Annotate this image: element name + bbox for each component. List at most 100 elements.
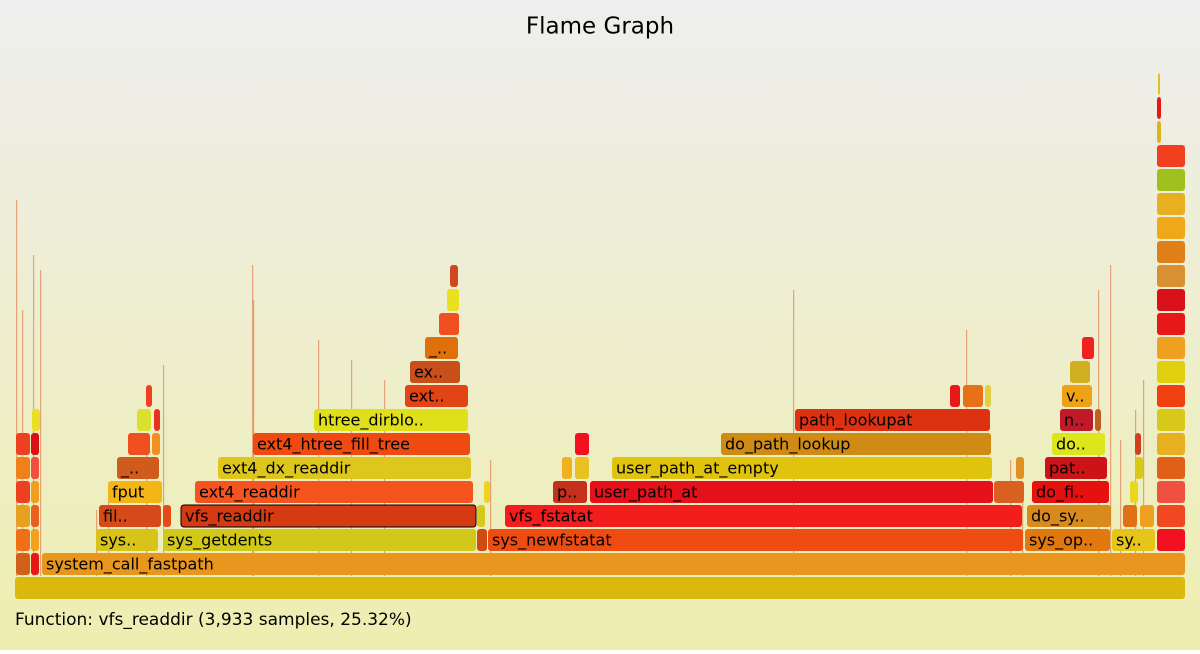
frame-sliver[interactable]: [490, 460, 492, 576]
frame[interactable]: [146, 385, 152, 407]
frame[interactable]: [1157, 529, 1185, 551]
frame[interactable]: [1095, 409, 1101, 431]
frame[interactable]: [128, 433, 150, 455]
frame[interactable]: [1157, 121, 1161, 143]
frame[interactable]: [721, 433, 991, 455]
frame[interactable]: [1157, 193, 1185, 215]
frame[interactable]: [477, 505, 485, 527]
frame[interactable]: [1157, 97, 1161, 119]
frame[interactable]: [1135, 457, 1143, 479]
frame[interactable]: [1123, 505, 1137, 527]
frame[interactable]: [1060, 409, 1093, 431]
frame[interactable]: [16, 553, 30, 575]
frame[interactable]: [505, 505, 1022, 527]
frame-sliver[interactable]: [1143, 380, 1145, 576]
frame[interactable]: [1157, 361, 1185, 383]
frame[interactable]: [31, 553, 39, 575]
frame[interactable]: [1157, 409, 1185, 431]
frame[interactable]: [795, 409, 990, 431]
frame-sliver[interactable]: [252, 265, 254, 576]
frame[interactable]: [1158, 73, 1160, 95]
frame[interactable]: [1045, 457, 1107, 479]
frame[interactable]: [439, 313, 459, 335]
frame[interactable]: [32, 409, 40, 431]
frame[interactable]: [163, 529, 476, 551]
frame[interactable]: [410, 361, 460, 383]
frame[interactable]: [152, 433, 160, 455]
frame[interactable]: [1157, 505, 1185, 527]
frame[interactable]: [16, 433, 30, 455]
frame[interactable]: [1027, 505, 1111, 527]
frame[interactable]: [1052, 433, 1105, 455]
frame[interactable]: [985, 385, 991, 407]
frame[interactable]: [484, 481, 490, 503]
frame[interactable]: [1025, 529, 1110, 551]
frame[interactable]: [314, 409, 468, 431]
frame[interactable]: [1016, 457, 1024, 479]
frame[interactable]: [108, 481, 162, 503]
frame[interactable]: [950, 385, 960, 407]
frame[interactable]: [1157, 217, 1185, 239]
frame[interactable]: [180, 504, 477, 528]
frame[interactable]: [31, 433, 39, 455]
frame[interactable]: [425, 337, 458, 359]
frame[interactable]: [1070, 361, 1090, 383]
frame[interactable]: [477, 529, 487, 551]
frame[interactable]: [994, 481, 1024, 503]
frame[interactable]: [1157, 385, 1185, 407]
frame-sliver[interactable]: [163, 365, 165, 576]
frame[interactable]: [1157, 337, 1185, 359]
frame[interactable]: [1157, 457, 1185, 479]
frame[interactable]: [253, 433, 470, 455]
frame[interactable]: [575, 457, 589, 479]
frame[interactable]: [590, 481, 993, 503]
frame[interactable]: [16, 529, 30, 551]
frame-sliver[interactable]: [1120, 440, 1122, 576]
frame[interactable]: [553, 481, 587, 503]
frame[interactable]: [1157, 169, 1185, 191]
title: Flame Graph: [526, 14, 674, 40]
frame[interactable]: [195, 481, 473, 503]
frame[interactable]: [447, 289, 459, 311]
frame[interactable]: [31, 529, 39, 551]
frame-sliver[interactable]: [1110, 265, 1112, 576]
frame[interactable]: [31, 457, 39, 479]
frame[interactable]: [562, 457, 572, 479]
frame[interactable]: [1140, 505, 1154, 527]
frame[interactable]: [450, 265, 458, 287]
frame[interactable]: [31, 481, 39, 503]
frame[interactable]: [99, 505, 161, 527]
frame[interactable]: [963, 385, 983, 407]
frame[interactable]: [16, 505, 30, 527]
frame[interactable]: [1157, 289, 1185, 311]
frame[interactable]: [117, 457, 159, 479]
frame[interactable]: [612, 457, 992, 479]
frame[interactable]: [1157, 145, 1185, 167]
frame[interactable]: [405, 385, 468, 407]
frame[interactable]: [137, 409, 151, 431]
frame[interactable]: [16, 457, 30, 479]
root-frame[interactable]: [15, 577, 1185, 599]
frame[interactable]: [1062, 385, 1092, 407]
frame[interactable]: [1157, 313, 1185, 335]
frame[interactable]: [1157, 241, 1185, 263]
frame[interactable]: [1157, 481, 1185, 503]
frame[interactable]: [575, 433, 589, 455]
frame[interactable]: [1135, 433, 1141, 455]
frame[interactable]: [42, 553, 1185, 575]
frame[interactable]: [1157, 265, 1185, 287]
frame[interactable]: [1130, 481, 1138, 503]
frame[interactable]: [1112, 529, 1155, 551]
frame[interactable]: [16, 481, 30, 503]
frame[interactable]: [163, 505, 171, 527]
frame-sliver[interactable]: [40, 270, 42, 576]
frame[interactable]: [218, 457, 471, 479]
frame[interactable]: [1032, 481, 1109, 503]
frame-sliver[interactable]: [16, 200, 18, 576]
frame[interactable]: [154, 409, 160, 431]
frame[interactable]: [96, 529, 158, 551]
frame[interactable]: [1082, 337, 1094, 359]
frame[interactable]: [488, 529, 1023, 551]
frame[interactable]: [1157, 433, 1185, 455]
frame[interactable]: [31, 505, 39, 527]
